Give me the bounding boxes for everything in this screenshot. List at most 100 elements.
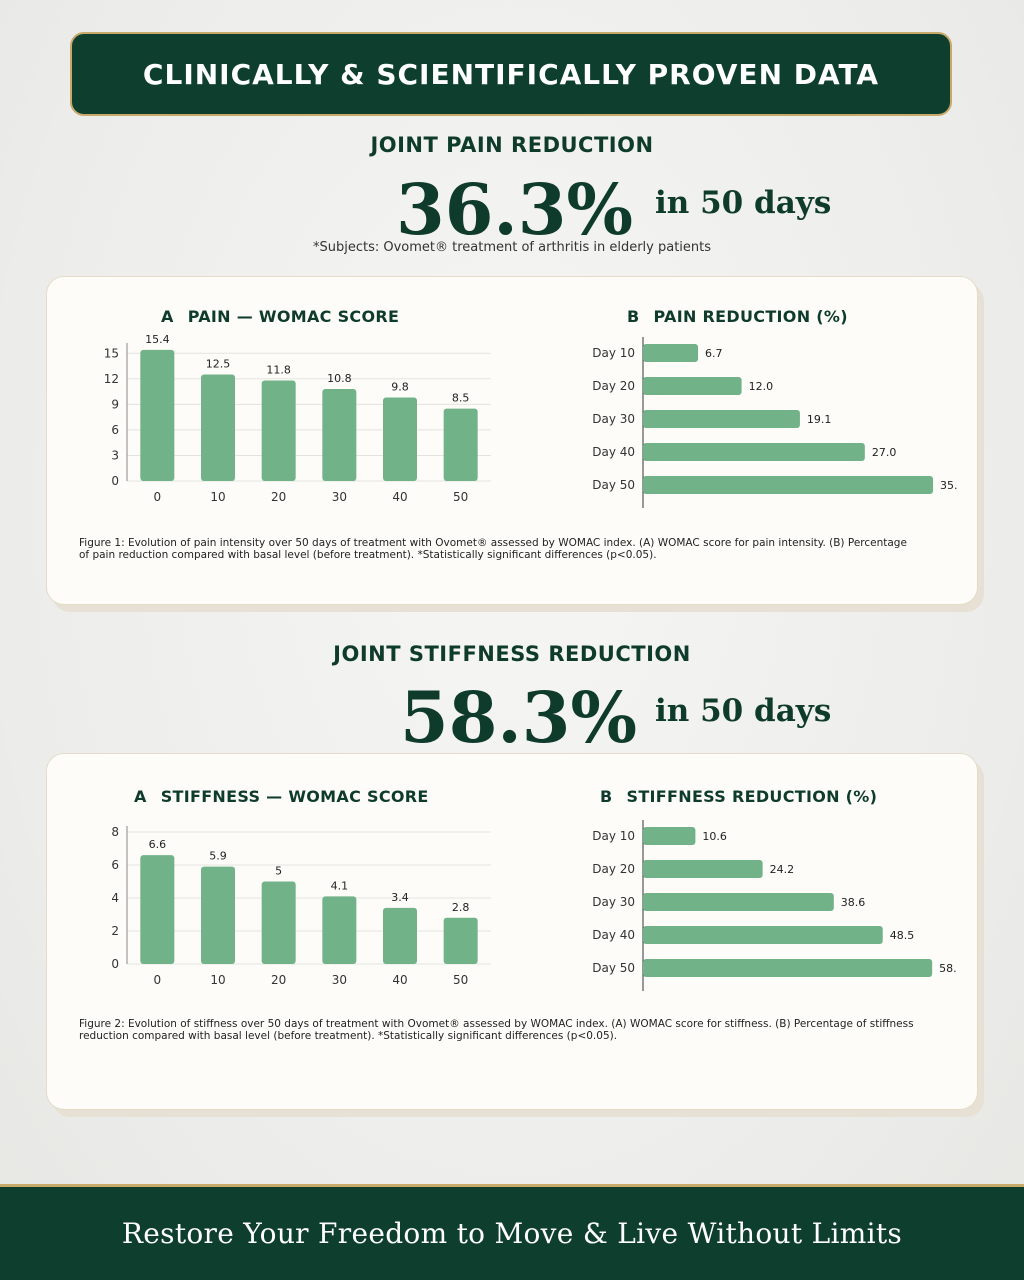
figure-1-caption: Figure 1: Evolution of pain intensity ov… bbox=[79, 537, 907, 561]
pain-womac-ytick-label: 15 bbox=[104, 346, 119, 360]
stiffness-womac-bar bbox=[261, 881, 296, 964]
stiffness-reduction-bar bbox=[643, 827, 696, 845]
pain-womac-bar bbox=[201, 374, 235, 481]
stiffness-reduction-category-label: Day 50 bbox=[592, 961, 635, 975]
pain-womac-ytick-label: 0 bbox=[111, 474, 119, 488]
pain-reduction-bar bbox=[643, 410, 800, 428]
pain-chart-card: A PAIN — WOMAC SCORE 0 3 6 9 12 15 15.4 0 12.5 10 1… bbox=[46, 276, 978, 605]
pain-reduction-bar bbox=[643, 344, 699, 362]
stiffness-womac-ytick-label: 6 bbox=[111, 858, 119, 872]
pain-reduction-chart: Day 10 6.7 Day 20 12.0 Day 30 19.1 Day 40 27.0 D… bbox=[592, 337, 957, 508]
page-title: CLINICALLY & SCIENTIFICALLY PROVEN DATA bbox=[142, 57, 880, 91]
stiffness-womac-value-label: 4.1 bbox=[331, 879, 349, 892]
stiffness-womac-value-label: 5.9 bbox=[209, 850, 227, 863]
stiffness-reduction-chart: Day 10 10.6 Day 20 24.2 Day 30 38.6 Day 40 48.5… bbox=[592, 820, 957, 991]
header-banner: CLINICALLY & SCIENTIFICALLY PROVEN DATA bbox=[70, 32, 952, 116]
stiffness-reduction-category-label: Day 10 bbox=[592, 829, 635, 843]
stiffness-reduction-bar bbox=[643, 893, 834, 911]
pain-reduction-letter: B bbox=[627, 307, 640, 326]
stiffness-chart-card: A STIFFNESS — WOMAC SCORE 0 2 4 6 8 6.6 0 5.9 10 5… bbox=[46, 753, 978, 1110]
pain-reduction-category-label: Day 50 bbox=[592, 478, 635, 492]
figure-2-caption: Figure 2: Evolution of stiffness over 50… bbox=[79, 1018, 914, 1042]
pain-womac-value-label: 12.5 bbox=[206, 358, 231, 371]
pain-womac-value-label: 8.5 bbox=[452, 392, 470, 405]
pain-womac-ytick-label: 6 bbox=[111, 423, 119, 437]
pain-reduction-value-label: 19.1 bbox=[807, 413, 832, 426]
stiffness-womac-value-label: 6.6 bbox=[149, 838, 167, 851]
pain-womac-chart: 0 3 6 9 12 15 15.4 0 12.5 10 11.8 20 10.8 30 9.8 40 8.5 5… bbox=[104, 333, 491, 504]
stiffness-womac-bar bbox=[140, 855, 175, 964]
pain-reduction-category-label: Day 20 bbox=[592, 379, 635, 393]
pain-womac-title-text: PAIN — WOMAC SCORE bbox=[187, 307, 400, 326]
stiffness-womac-xtick-label: 40 bbox=[392, 973, 407, 987]
stiffness-womac-value-label: 3.4 bbox=[391, 891, 409, 904]
pain-womac-xtick-label: 10 bbox=[210, 490, 225, 504]
pain-reduction-category-label: Day 30 bbox=[592, 412, 635, 426]
stiffness-reduction-bar bbox=[643, 926, 883, 944]
footer-tagline: Restore Your Freedom to Move & Live With… bbox=[121, 1217, 903, 1250]
pain-womac-value-label: 15.4 bbox=[145, 333, 170, 346]
stiffness-womac-title-text: STIFFNESS — WOMAC SCORE bbox=[160, 787, 429, 806]
stiffness-womac-letter: A bbox=[134, 787, 147, 806]
pain-stat-value: 36.3% bbox=[396, 168, 634, 251]
pain-reduction-category-label: Day 40 bbox=[592, 445, 635, 459]
pain-reduction-bar bbox=[643, 476, 934, 494]
pain-stat-suffix: in 50 days bbox=[655, 185, 832, 221]
stiffness-womac-value-label: 2.8 bbox=[452, 901, 470, 914]
stiffness-stat-suffix: in 50 days bbox=[655, 693, 832, 729]
stiffness-reduction-bar bbox=[643, 860, 763, 878]
stiffness-reduction-title-text: STIFFNESS REDUCTION (%) bbox=[626, 787, 878, 806]
stiffness-reduction-letter: B bbox=[600, 787, 613, 806]
pain-womac-xtick-label: 50 bbox=[453, 490, 468, 504]
stiffness-reduction-value-label: 24.2 bbox=[770, 863, 795, 876]
stiffness-reduction-category-label: Day 20 bbox=[592, 862, 635, 876]
pain-reduction-bar bbox=[643, 377, 742, 395]
pain-womac-ytick-label: 12 bbox=[104, 372, 119, 386]
pain-womac-value-label: 9.8 bbox=[391, 381, 409, 394]
pain-womac-letter: A bbox=[161, 307, 174, 326]
stiffness-reduction-category-label: Day 40 bbox=[592, 928, 635, 942]
stiffness-womac-xtick-label: 50 bbox=[453, 973, 468, 987]
pain-reduction-value-label: 12.0 bbox=[749, 380, 774, 393]
stiffness-stat-value: 58.3% bbox=[400, 676, 638, 759]
stiffness-womac-ytick-label: 8 bbox=[111, 825, 119, 839]
stiffness-womac-xtick-label: 0 bbox=[154, 973, 162, 987]
pain-womac-xtick-label: 20 bbox=[271, 490, 286, 504]
pain-reduction-value-label: 6.7 bbox=[705, 347, 723, 360]
stiffness-womac-xtick-label: 30 bbox=[332, 973, 347, 987]
pain-womac-bar bbox=[322, 389, 357, 481]
pain-womac-xtick-label: 0 bbox=[154, 490, 162, 504]
pain-womac-value-label: 10.8 bbox=[327, 372, 352, 385]
pain-reduction-bar bbox=[643, 443, 865, 461]
stiffness-section-title: JOINT STIFFNESS REDUCTION bbox=[333, 642, 691, 666]
subjects-note: *Subjects: Ovomet® treatment of arthriti… bbox=[312, 240, 712, 255]
pain-womac-bar bbox=[383, 397, 417, 481]
stiffness-reduction-value-label: 10.6 bbox=[702, 830, 727, 843]
pain-womac-ytick-label: 3 bbox=[111, 448, 119, 462]
pain-womac-value-label: 11.8 bbox=[266, 364, 291, 377]
stiffness-reduction-value-label: 48.5 bbox=[890, 929, 915, 942]
pain-womac-bar bbox=[140, 349, 175, 481]
pain-womac-xtick-label: 30 bbox=[332, 490, 347, 504]
pain-reduction-value-label: 35.3 bbox=[940, 479, 957, 492]
pain-reduction-value-label: 27.0 bbox=[872, 446, 897, 459]
stiffness-womac-ytick-label: 0 bbox=[111, 957, 119, 971]
stiffness-womac-xtick-label: 20 bbox=[271, 973, 286, 987]
pain-reduction-title: B PAIN REDUCTION (%) bbox=[627, 307, 848, 326]
pain-section-title: JOINT PAIN REDUCTION bbox=[370, 133, 654, 157]
stiffness-womac-bar bbox=[201, 866, 235, 964]
stiffness-reduction-title: B STIFFNESS REDUCTION (%) bbox=[600, 787, 877, 806]
footer-banner: Restore Your Freedom to Move & Live With… bbox=[0, 1184, 1024, 1280]
pain-womac-ytick-label: 9 bbox=[111, 397, 119, 411]
pain-reduction-title-text: PAIN REDUCTION (%) bbox=[653, 307, 848, 326]
stiffness-womac-ytick-label: 4 bbox=[111, 891, 119, 905]
pain-womac-bar bbox=[443, 408, 478, 481]
pain-womac-xtick-label: 40 bbox=[392, 490, 407, 504]
stiffness-reduction-value-label: 38.6 bbox=[841, 896, 866, 909]
stiffness-womac-value-label: 5 bbox=[275, 865, 282, 878]
stiffness-womac-ytick-label: 2 bbox=[111, 924, 119, 938]
pain-womac-bar bbox=[261, 380, 296, 481]
stiffness-womac-bar bbox=[322, 896, 357, 964]
stiffness-reduction-category-label: Day 30 bbox=[592, 895, 635, 909]
stiffness-reduction-bar bbox=[643, 959, 933, 977]
